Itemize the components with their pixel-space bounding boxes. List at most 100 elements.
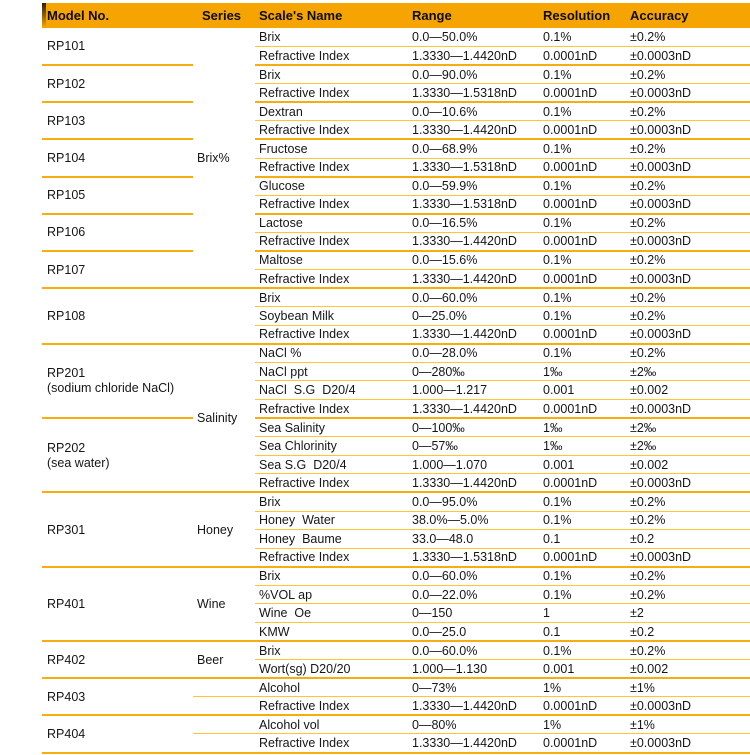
- range-cell: 0.0—95.0%: [412, 492, 543, 512]
- resolution-cell: 0.0001nD: [543, 399, 630, 420]
- accuracy-cell: ±0.2%: [630, 213, 750, 233]
- header-row: Model No. Series Scale's Name Range Reso…: [42, 3, 750, 28]
- header-series: Series: [202, 8, 242, 23]
- resolution-cell: 1: [543, 603, 630, 623]
- table-row: RP402 Beer Brix 0.0—60.0% 0.1% ±0.2%: [42, 641, 750, 680]
- header-resolution: Resolution: [543, 8, 611, 23]
- table-row: RP107 Maltose 0.0—15.6% 0.1% ±0.2%: [42, 250, 750, 290]
- scale-cell: Sea Chlorinity: [255, 436, 412, 456]
- table-row: Refractive Index 1.3330—1.4420nD 0.0001n…: [42, 696, 750, 717]
- range-cell: 0.0—60.0%: [412, 566, 543, 586]
- range-cell: 1.3330—1.4420nD: [412, 473, 543, 494]
- accuracy-cell: ±0.0003nD: [630, 83, 750, 104]
- model-cell: RP108: [42, 288, 193, 345]
- accuracy-cell: ±0.0003nD: [630, 473, 750, 494]
- table-row: Refractive Index 1.3330—1.4420nD 0.0001n…: [42, 46, 750, 67]
- model-cell: RP201 (sodium chloride NaCl): [42, 343, 193, 420]
- table-row: Refractive Index 1.3330—1.4420nD 0.0001n…: [42, 325, 750, 345]
- accuracy-cell: ±0.0003nD: [630, 269, 750, 290]
- table-row: RP104 Fructose 0.0—68.9% 0.1% ±0.2%: [42, 139, 750, 178]
- accuracy-cell: ±2: [630, 603, 750, 623]
- accuracy-cell: ±0.0003nD: [630, 46, 750, 67]
- table-row: Refractive Index 1.3330—1.5318nD 0.0001n…: [42, 158, 750, 178]
- range-cell: 0—100‰: [412, 418, 543, 438]
- accuracy-cell: ±0.2%: [630, 250, 750, 271]
- table-row: Wort(sg) D20/20 1.000—1.130 0.001 ±0.002: [42, 659, 750, 680]
- resolution-cell: 0.1%: [543, 343, 630, 363]
- scale-cell: Fructose: [255, 139, 412, 159]
- resolution-cell: 0.001: [543, 380, 630, 401]
- range-cell: 1.3330—1.4420nD: [412, 733, 543, 754]
- resolution-cell: 0.0001nD: [543, 696, 630, 717]
- model-cell: RP403: [42, 678, 193, 717]
- scale-cell: Wort(sg) D20/20: [255, 659, 412, 680]
- table-row: Refractive Index 1.3330—1.4420nD 0.0001n…: [42, 473, 750, 494]
- table-row: RP102 Brix 0.0—90.0% 0.1% ±0.2%: [42, 65, 750, 104]
- series-cell-empty: [193, 715, 255, 735]
- accuracy-cell: ±1%: [630, 715, 750, 735]
- table-row: NaCl S.G D20/4 1.000—1.217 0.001 ±0.002: [42, 380, 750, 401]
- series-cell-salinity: Salinity: [193, 343, 255, 494]
- table-row: RP404 Alcohol vol 0—80% 1% ±1%: [42, 715, 750, 754]
- table-row: Refractive Index 1.3330—1.5318nD 0.0001n…: [42, 195, 750, 215]
- range-cell: 1.3330—1.4420nD: [412, 399, 543, 420]
- accuracy-cell: ±0.002: [630, 659, 750, 680]
- resolution-cell: 0.0001nD: [543, 232, 630, 252]
- scale-cell: Honey Water: [255, 511, 412, 531]
- resolution-cell: 0.0001nD: [543, 83, 630, 104]
- range-cell: 0.0—10.6%: [412, 102, 543, 122]
- range-cell: 1.000—1.217: [412, 380, 543, 401]
- scale-cell: Refractive Index: [255, 696, 412, 717]
- resolution-cell: 0.1%: [543, 250, 630, 271]
- range-cell: 1.3330—1.4420nD: [412, 269, 543, 290]
- resolution-cell: 0.1%: [543, 306, 630, 326]
- scale-cell: Brix: [255, 28, 412, 48]
- resolution-cell: 0.0001nD: [543, 269, 630, 290]
- table-row: Refractive Index 1.3330—1.4420nD 0.0001n…: [42, 269, 750, 290]
- range-cell: 0—80%: [412, 715, 543, 735]
- model-number: RP201: [47, 366, 86, 381]
- table-row: RP201 (sodium chloride NaCl) Salinity Na…: [42, 343, 750, 494]
- series-cell-wine: Wine: [193, 566, 255, 643]
- range-cell: 1.000—1.070: [412, 455, 543, 475]
- model-cell: RP103: [42, 102, 193, 141]
- scale-cell: Refractive Index: [255, 232, 412, 252]
- range-cell: 33.0—48.0: [412, 529, 543, 549]
- table-row: RP403 Alcohol 0—73% 1% ±1%: [42, 678, 750, 717]
- resolution-cell: 0.0001nD: [543, 195, 630, 215]
- resolution-cell: 0.1%: [543, 176, 630, 196]
- table-row: Wine Oe 0—150 1 ±2: [42, 603, 750, 623]
- range-cell: 0—57‰: [412, 436, 543, 456]
- model-cell: RP301: [42, 492, 193, 568]
- scale-cell: KMW: [255, 622, 412, 643]
- range-cell: 1.3330—1.5318nD: [412, 158, 543, 178]
- scale-cell: NaCl ppt: [255, 362, 412, 382]
- accuracy-cell: ±2‰: [630, 436, 750, 456]
- table-row: Refractive Index 1.3330—1.5318nD 0.0001n…: [42, 548, 750, 568]
- table-row: RP301 Honey Brix 0.0—95.0% 0.1% ±0.2%: [42, 492, 750, 568]
- accuracy-cell: ±0.2%: [630, 102, 750, 122]
- scale-cell: Refractive Index: [255, 548, 412, 568]
- table-row: Refractive Index 1.3330—1.4420nD 0.0001n…: [42, 399, 750, 420]
- range-cell: 0—280‰: [412, 362, 543, 382]
- range-cell: 1.3330—1.4420nD: [412, 325, 543, 345]
- table-row: Sea Chlorinity 0—57‰ 1‰ ±2‰: [42, 436, 750, 456]
- range-cell: 1.000—1.130: [412, 659, 543, 680]
- range-cell: 0.0—50.0%: [412, 28, 543, 48]
- scale-cell: NaCl S.G D20/4: [255, 380, 412, 401]
- model-number: RP202: [47, 440, 86, 455]
- resolution-cell: 0.1%: [543, 492, 630, 512]
- resolution-cell: 0.0001nD: [543, 473, 630, 494]
- accuracy-cell: ±0.002: [630, 380, 750, 401]
- series-cell-beer: Beer: [193, 641, 255, 680]
- scale-cell: Brix: [255, 566, 412, 586]
- table-row: NaCl ppt 0—280‰ 1‰ ±2‰: [42, 362, 750, 382]
- resolution-cell: 0.0001nD: [543, 158, 630, 178]
- range-cell: 0—25.0%: [412, 306, 543, 326]
- scale-cell: Refractive Index: [255, 195, 412, 215]
- model-cell: RP101: [42, 28, 193, 67]
- resolution-cell: 0.1%: [543, 566, 630, 586]
- accuracy-cell: ±0.002: [630, 455, 750, 475]
- series-cell-honey: Honey: [193, 492, 255, 568]
- range-cell: 0—73%: [412, 678, 543, 698]
